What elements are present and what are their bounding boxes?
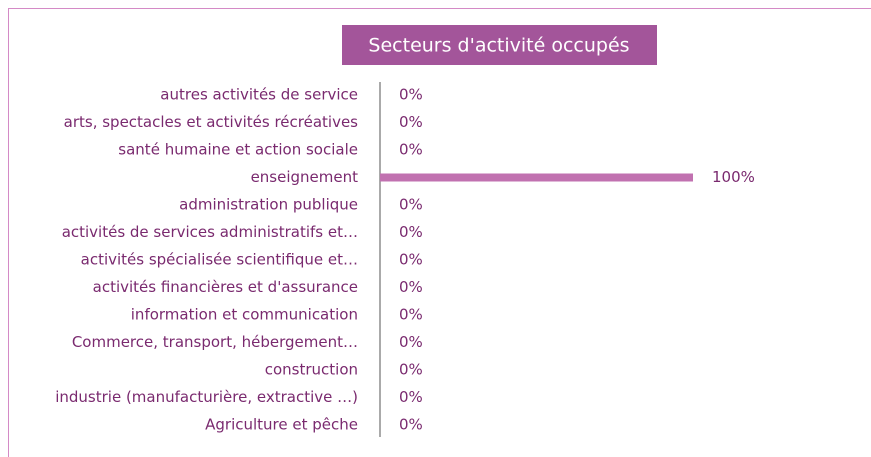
value-label: 0% bbox=[399, 86, 423, 104]
value-label: 0% bbox=[399, 196, 423, 214]
chart-title: Secteurs d'activité occupés bbox=[368, 35, 629, 57]
value-label: 0% bbox=[399, 306, 423, 324]
value-label: 0% bbox=[399, 113, 423, 131]
category-label: administration publique bbox=[179, 196, 358, 214]
title-box bbox=[342, 25, 657, 65]
bar bbox=[380, 173, 693, 182]
category-label: autres activités de service bbox=[160, 86, 358, 104]
value-label: 0% bbox=[399, 223, 423, 241]
category-label: santé humaine et action sociale bbox=[118, 141, 358, 159]
category-label: arts, spectacles et activités récréative… bbox=[64, 113, 359, 131]
chart-frame bbox=[8, 8, 871, 457]
value-label: 0% bbox=[399, 416, 423, 434]
value-label: 0% bbox=[399, 141, 423, 159]
category-label: activités de services administratifs et… bbox=[62, 223, 358, 241]
value-label: 0% bbox=[399, 333, 423, 351]
category-label: industrie (manufacturière, extractive …) bbox=[55, 388, 358, 406]
value-label: 0% bbox=[399, 278, 423, 296]
category-label: construction bbox=[265, 361, 358, 379]
value-label: 0% bbox=[399, 361, 423, 379]
value-label: 0% bbox=[399, 388, 423, 406]
category-label: Commerce, transport, hébergement… bbox=[72, 333, 358, 351]
category-label: Agriculture et pêche bbox=[205, 416, 358, 434]
category-label: activités financières et d'assurance bbox=[93, 278, 358, 296]
value-label: 0% bbox=[399, 251, 423, 269]
value-label: 100% bbox=[712, 168, 755, 186]
category-label: information et communication bbox=[131, 306, 358, 324]
category-label: enseignement bbox=[251, 168, 359, 186]
category-label: activités spécialisée scientifique et… bbox=[81, 251, 358, 269]
